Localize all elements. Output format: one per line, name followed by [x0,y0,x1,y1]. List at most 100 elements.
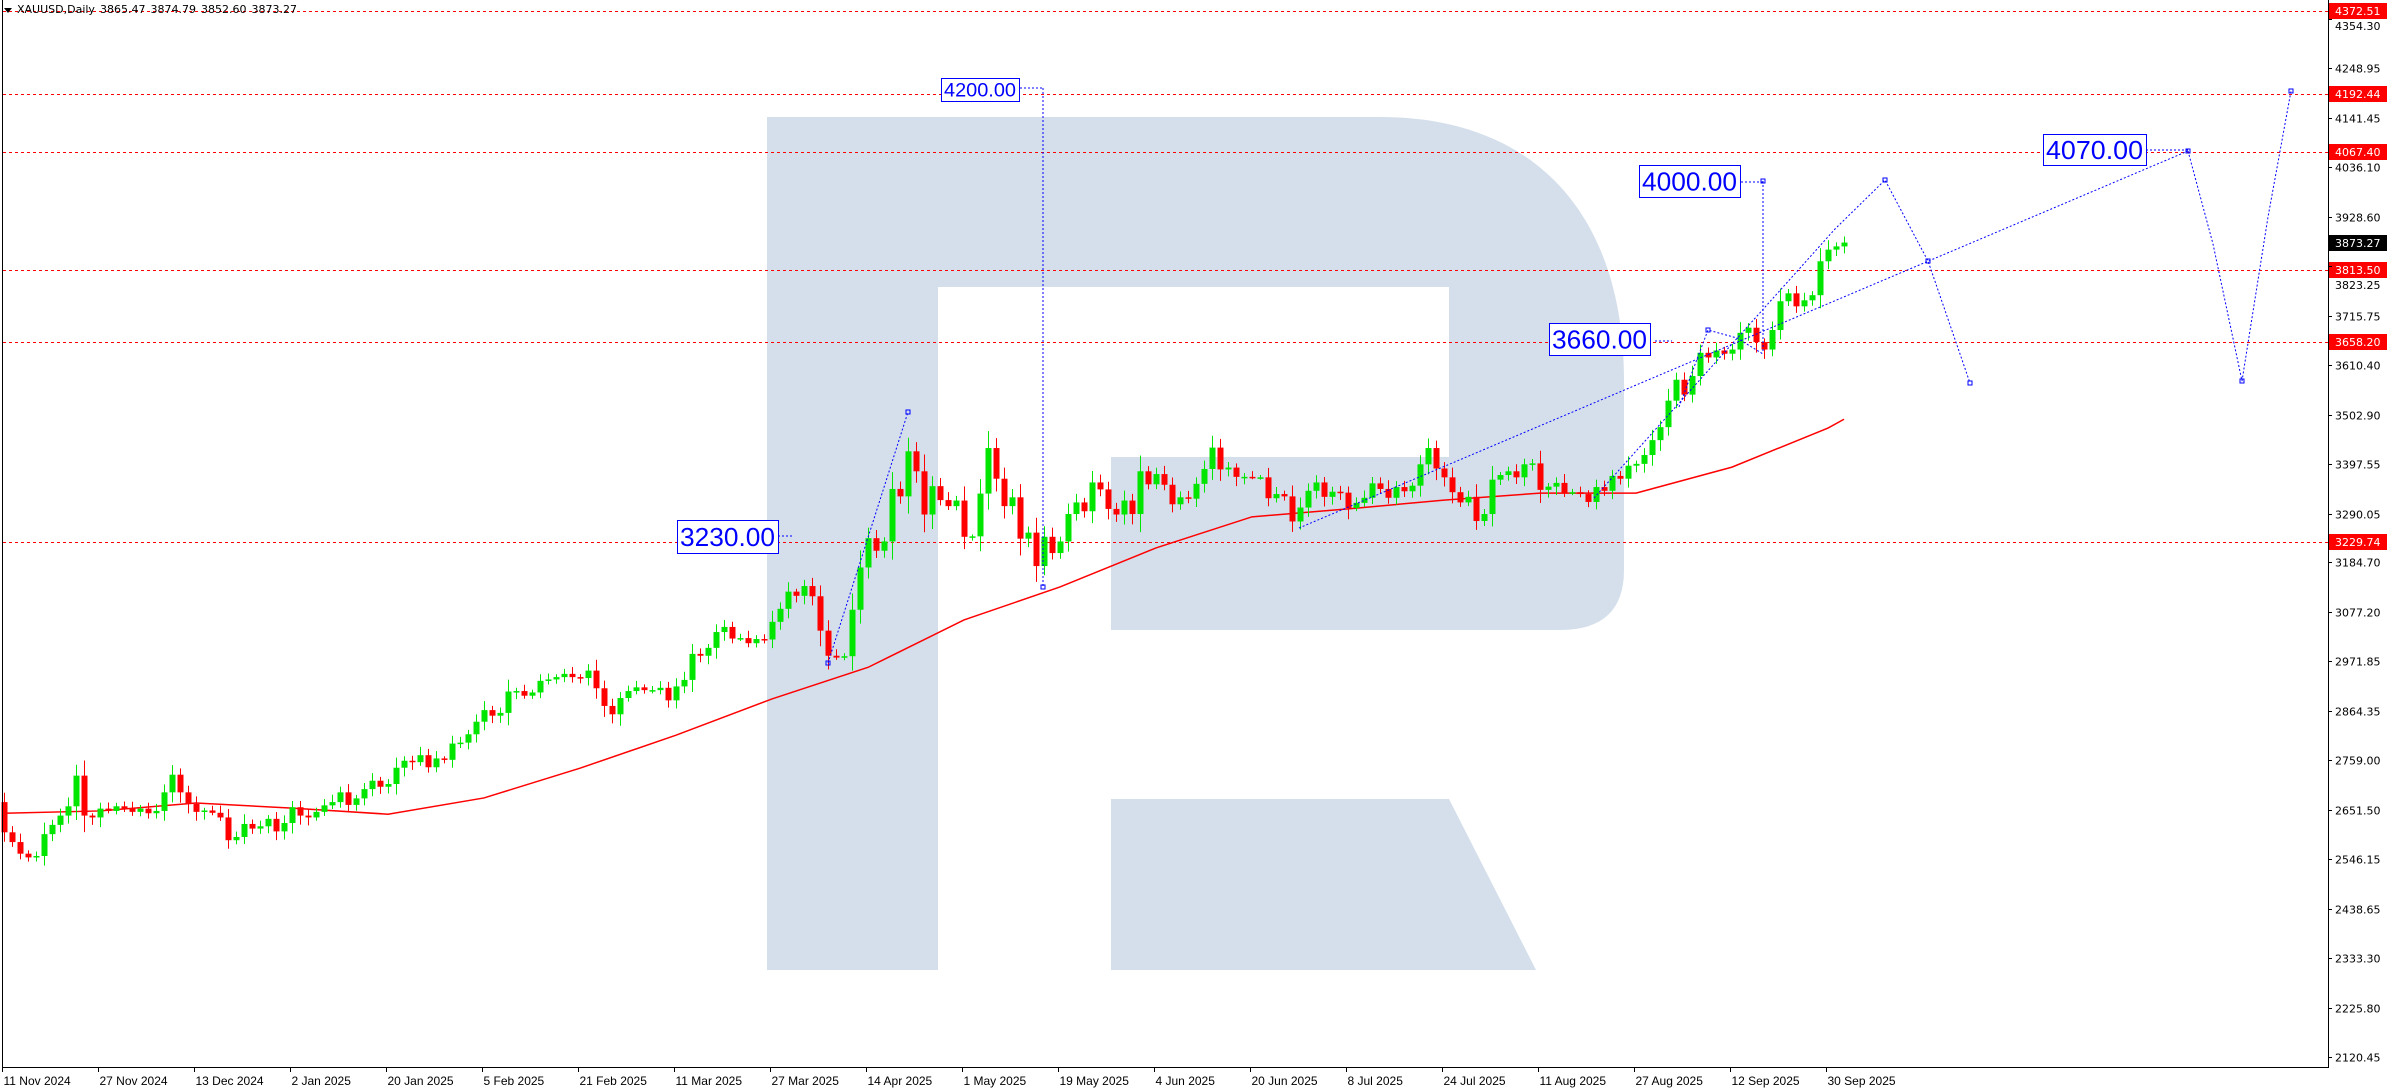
bear-candle [1129,493,1136,525]
price-axis[interactable]: 4372.51 4192.44 4067.40 3813.50 3658.20 3229.… [2328,3,2387,1065]
x-tick-label: 14 Apr 2025 [868,1074,933,1088]
symbol-timeframe: XAUUSD,Daily [17,3,95,16]
bear-candle [1265,467,1272,507]
bull-candle [1241,473,1248,485]
bear-candle [601,680,608,717]
x-tick-label: 20 Jun 2025 [1252,1074,1318,1088]
bull-candle [977,479,984,552]
bull-candle [617,692,624,726]
y-tick-label: 3290.05 [2335,509,2381,522]
candle-body [1505,471,1512,476]
level-price-tag [2329,334,2387,350]
candle-body [1353,502,1360,508]
candle-body [1553,482,1560,487]
candle-body [1369,483,1376,498]
candle-body [737,638,744,640]
bear-candle [729,621,736,644]
bull-candle [401,756,408,777]
candle-body [1481,514,1488,522]
bull-candle [721,620,728,641]
current-price-tag [2329,235,2387,251]
candle-body [913,451,920,472]
bear-candle [793,588,800,603]
candle-body [1785,293,1792,302]
candle-body [313,811,320,818]
collapse-triangle-icon[interactable] [4,7,12,13]
bull-candle [1329,486,1336,505]
candle-body [553,677,560,680]
candle-body [1097,482,1104,490]
anchor-point [2185,148,2191,154]
bull-candle [433,751,440,773]
bull-candle [1633,460,1640,473]
bear-candle [1449,467,1456,504]
bear-candle [1761,338,1768,359]
bull-candle [505,679,512,726]
candle-body [537,680,544,693]
bull-candle [1569,488,1576,496]
bear-candle [1513,464,1520,484]
bear-candle [377,776,384,794]
candle-body [1601,487,1608,491]
candle-body [801,586,808,596]
candle-body [1313,482,1320,491]
bear-candle [1249,471,1256,480]
candle-body [1537,463,1544,490]
time-axis[interactable]: 11 Nov 2024 27 Nov 2024 13 Dec 2024 2 Jan 2… [2,1067,1896,1088]
bull-candle [1489,465,1496,527]
candle-body [1153,474,1160,485]
x-tick-label: 21 Feb 2025 [580,1074,648,1088]
price-annotation: 4070.00 [2043,134,2147,166]
candle-body [689,653,696,680]
annotation-label: 3660.00 [1552,324,1647,354]
candle-body [521,691,528,696]
candle-body [633,687,640,692]
candle-body [473,721,480,735]
candle-body [1009,497,1016,507]
y-tick-label: 3397.55 [2335,459,2381,472]
candle-body [1321,482,1328,497]
bull-candle [57,808,64,833]
candle-body [161,792,168,811]
candle-body [1769,330,1776,350]
bear-candle [305,809,312,826]
candle-body [1065,514,1072,542]
candle-body [1417,464,1424,486]
bull-candle [1713,342,1720,364]
bull-candle [1737,322,1744,360]
level-price-tag [2329,262,2387,278]
bear-candle [489,705,496,724]
bull-candle [1065,503,1072,552]
candle-body [833,655,840,658]
bull-candle [385,779,392,794]
bear-candle [1321,476,1328,507]
candle-body [1025,532,1032,539]
anchor-point [1882,177,1888,183]
annotation-box [1639,165,1741,198]
candle-body [1441,468,1448,478]
bull-candle [1665,388,1672,436]
candle-body [1,802,8,833]
candle-body [1033,532,1040,567]
current-price-label: 3873.27 [2335,237,2381,250]
candle-body [457,742,464,745]
candle-body [1649,440,1656,456]
open-value: 3865.47 [99,3,146,16]
candle-body [673,686,680,701]
watermark-logo [767,117,1624,970]
candle-body [1161,474,1168,485]
bear-candle [177,768,184,803]
x-tick-label: 19 May 2025 [1060,1074,1130,1088]
bear-candle [937,478,944,506]
bear-candle [1113,502,1120,522]
bull-candle [1305,483,1312,517]
candle-body [1641,455,1648,464]
bull-candle [41,822,48,866]
candle-body [97,808,104,818]
y-tick-label: 3928.60 [2335,212,2381,225]
bull-candle [97,802,104,828]
candle-body [1049,536,1056,554]
bear-candle [193,796,200,821]
candle-body [641,687,648,691]
